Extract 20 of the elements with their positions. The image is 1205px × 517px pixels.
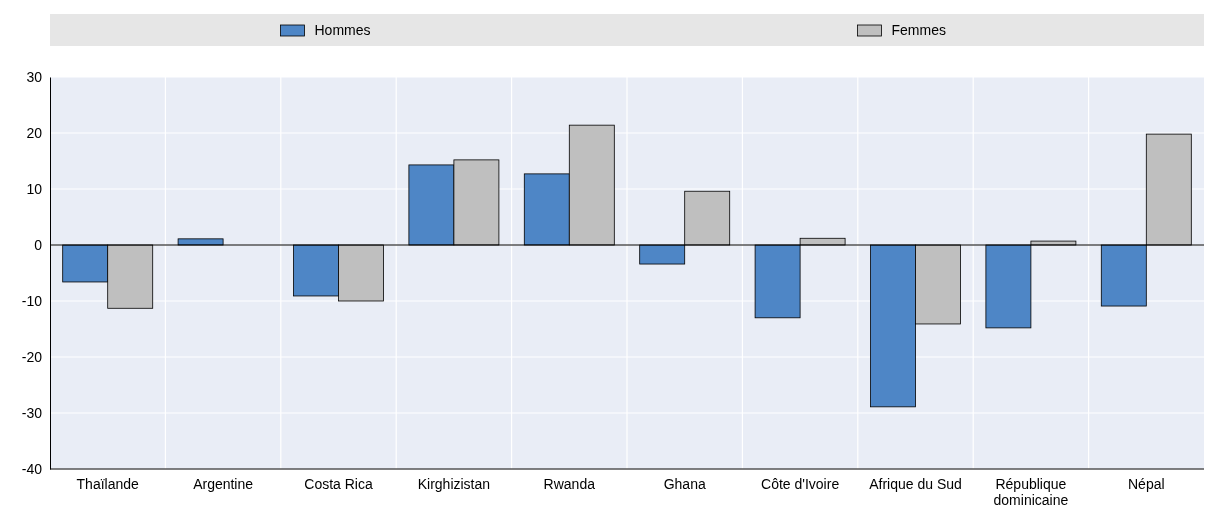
y-tick-label: 30 (26, 68, 43, 85)
legend-label: Femmes (891, 22, 946, 38)
x-tick-label: Afrique du Sud (869, 476, 962, 492)
y-tick-label: 20 (26, 124, 43, 141)
y-tick-label: 0 (34, 236, 43, 253)
x-tick-label: Argentine (193, 476, 254, 492)
y-tick-label: -20 (21, 348, 43, 365)
y-tick-label: -40 (21, 460, 43, 477)
x-tick-label: Ghana (663, 476, 706, 492)
y-tick-label: -30 (21, 404, 43, 421)
x-tick-label: République dominicaine (993, 476, 1069, 508)
legend-label: Hommes (314, 22, 371, 38)
x-tick-label: Costa Rica (304, 476, 373, 492)
y-tick-label: -10 (21, 292, 43, 309)
x-tick-label: Kirghizistan (417, 476, 491, 492)
x-tick-label: Népal (1128, 476, 1165, 492)
x-tick-label: Thaïlande (76, 476, 140, 492)
y-tick-label: 10 (26, 180, 43, 197)
x-tick-label: Rwanda (543, 476, 596, 492)
x-tick-label: Côte d'Ivoire (761, 476, 840, 492)
